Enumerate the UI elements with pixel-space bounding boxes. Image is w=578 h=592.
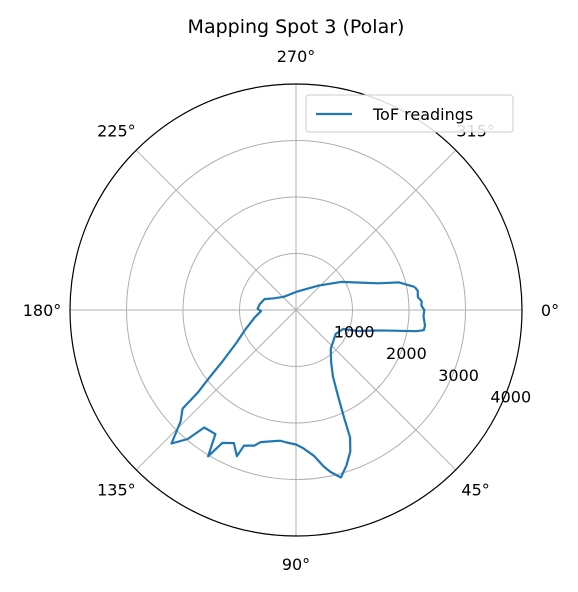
theta-tick-label-2: 90° bbox=[282, 555, 310, 574]
theta-tick-label-4: 180° bbox=[23, 301, 62, 320]
chart-title: Mapping Spot 3 (Polar) bbox=[188, 16, 405, 38]
legend: ToF readings bbox=[305, 94, 514, 133]
theta-gridline-7 bbox=[295, 149, 457, 311]
legend-box bbox=[305, 94, 514, 133]
polar-grid bbox=[70, 84, 522, 536]
r-tick-label-3: 4000 bbox=[490, 387, 531, 406]
polar-frame bbox=[69, 83, 523, 537]
theta-tick-label-0: 0° bbox=[541, 301, 559, 320]
theta-tick-label-6: 270° bbox=[277, 47, 316, 66]
theta-gridline-1 bbox=[295, 309, 457, 471]
theta-tick-label-1: 45° bbox=[461, 481, 489, 500]
legend-label: ToF readings bbox=[372, 105, 473, 124]
r-tick-label-2: 3000 bbox=[438, 366, 479, 385]
theta-gridline-3 bbox=[135, 309, 297, 471]
r-tick-label-1: 2000 bbox=[386, 344, 427, 363]
series-line-0 bbox=[170, 280, 427, 479]
theta-tick-label-3: 135° bbox=[97, 481, 136, 500]
theta-gridline-5 bbox=[135, 149, 297, 311]
r-tick-labels: 1000 2000 3000 4000 bbox=[334, 323, 531, 407]
theta-tick-label-5: 225° bbox=[97, 121, 136, 140]
series-layer bbox=[170, 280, 427, 479]
r-tick-label-0: 1000 bbox=[334, 323, 375, 342]
